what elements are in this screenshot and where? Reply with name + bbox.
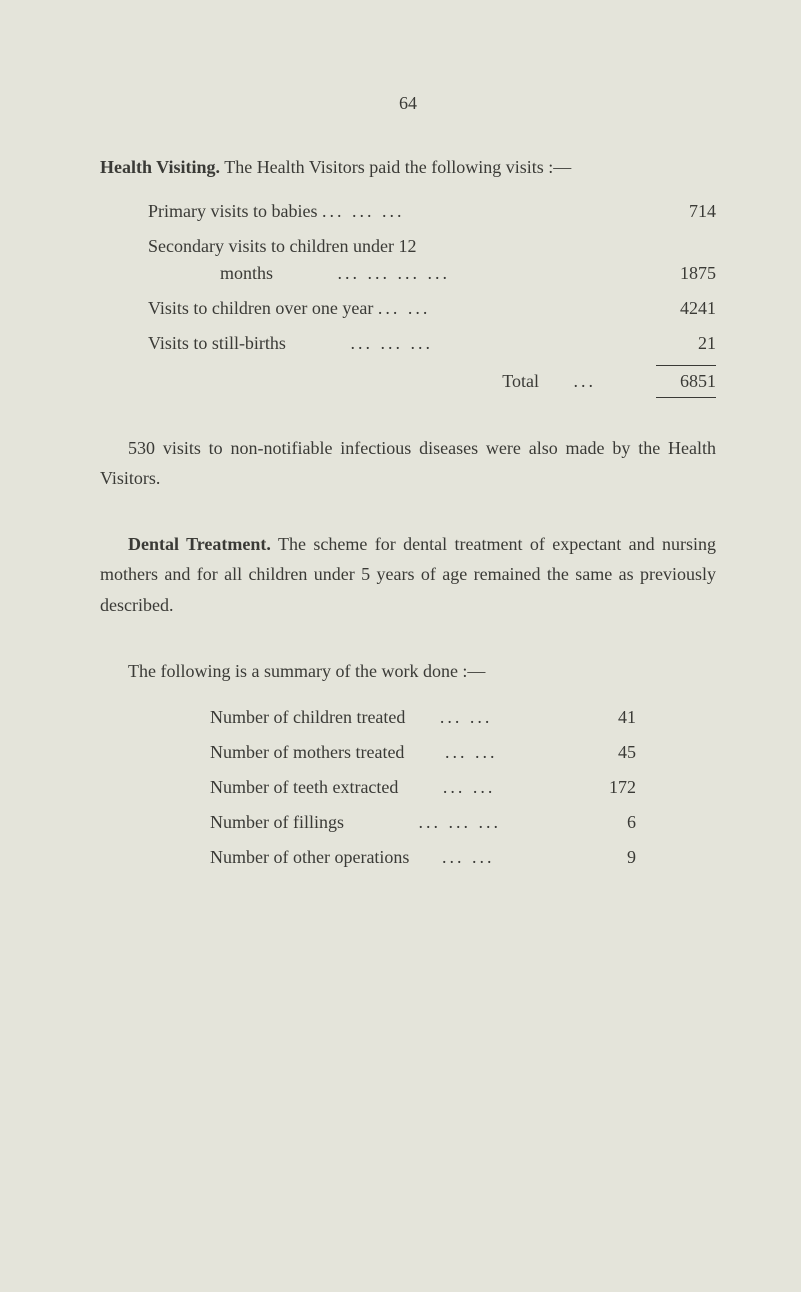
stat-label: months ... ... ... ... — [148, 260, 656, 287]
section2-para: Dental Treatment. The scheme for dental … — [100, 529, 716, 621]
summary-value: 45 — [586, 739, 636, 766]
summary-label: Number of mothers treated ... ... — [210, 739, 586, 766]
dots: ... ... — [443, 777, 496, 797]
stat-value: 1875 — [656, 260, 716, 287]
stat-value: 714 — [656, 198, 716, 225]
stat-label-text: Visits to children over one year — [148, 298, 373, 318]
stat-label: Visits to still-births ... ... ... — [148, 330, 656, 357]
stat-label: Secondary visits to children under 12 — [148, 233, 656, 260]
stat-label-text: months — [220, 263, 273, 283]
summary-row: Number of other operations ... ... 9 — [100, 844, 716, 871]
stat-row: Visits to children over one year ... ...… — [100, 295, 716, 322]
total-label-text: Total — [502, 371, 539, 391]
section1-intro-text: The Health Visitors paid the following v… — [224, 157, 571, 177]
stat-label: Visits to children over one year ... ... — [148, 295, 656, 322]
total-label: Total ... — [148, 368, 656, 395]
summary-label-text: Number of teeth extracted — [210, 777, 398, 797]
dots: ... ... ... — [322, 201, 405, 221]
summary-row: Number of mothers treated ... ... 45 — [100, 739, 716, 766]
dots: ... ... ... — [418, 812, 501, 832]
dots: ... ... — [378, 298, 431, 318]
stat-label-text: Visits to still-births — [148, 333, 286, 353]
summary-label: Number of other operations ... ... — [210, 844, 586, 871]
section1-heading: Health Visiting. — [100, 157, 220, 177]
summary-row: Number of teeth extracted ... ... 172 — [100, 774, 716, 801]
stat-label: Primary visits to babies ... ... ... — [148, 198, 656, 225]
stats-block: Primary visits to babies ... ... ... 714… — [100, 198, 716, 398]
total-value: 6851 — [656, 365, 716, 398]
summary-label-text: Number of mothers treated — [210, 742, 404, 762]
summary-value: 41 — [586, 704, 636, 731]
dots: ... ... ... ... — [338, 263, 451, 283]
paragraph-1: 530 visits to non-notifiable infectious … — [100, 433, 716, 494]
stat-row: Secondary visits to children under 12 — [100, 233, 716, 260]
dots: ... ... — [442, 847, 495, 867]
stat-row: Visits to still-births ... ... ... 21 — [100, 330, 716, 357]
summary-value: 6 — [586, 809, 636, 836]
dots: ... ... ... — [350, 333, 433, 353]
dots: ... ... — [440, 707, 493, 727]
summary-label-text: Number of fillings — [210, 812, 344, 832]
summary-label: Number of teeth extracted ... ... — [210, 774, 586, 801]
section1-intro: Health Visiting. The Health Visitors pai… — [100, 152, 716, 183]
summary-row: Number of fillings ... ... ... 6 — [100, 809, 716, 836]
stat-value: 21 — [656, 330, 716, 357]
summary-value: 9 — [586, 844, 636, 871]
stat-label-text: Primary visits to babies — [148, 201, 318, 221]
dots: ... — [574, 371, 597, 391]
total-row: Total ... 6851 — [100, 365, 716, 398]
summary-label-text: Number of children treated — [210, 707, 405, 727]
section2-heading: Dental Treatment. — [128, 534, 271, 554]
summary-intro: The following is a summary of the work d… — [100, 656, 716, 687]
summary-label-text: Number of other operations — [210, 847, 409, 867]
summary-label: Number of children treated ... ... — [210, 704, 586, 731]
page-number: 64 — [100, 90, 716, 117]
summary-label: Number of fillings ... ... ... — [210, 809, 586, 836]
summary-value: 172 — [586, 774, 636, 801]
stat-value: 4241 — [656, 295, 716, 322]
stat-row: Primary visits to babies ... ... ... 714 — [100, 198, 716, 225]
stat-row: months ... ... ... ... 1875 — [100, 260, 716, 287]
dots: ... ... — [445, 742, 498, 762]
summary-block: Number of children treated ... ... 41 Nu… — [100, 704, 716, 871]
summary-row: Number of children treated ... ... 41 — [100, 704, 716, 731]
